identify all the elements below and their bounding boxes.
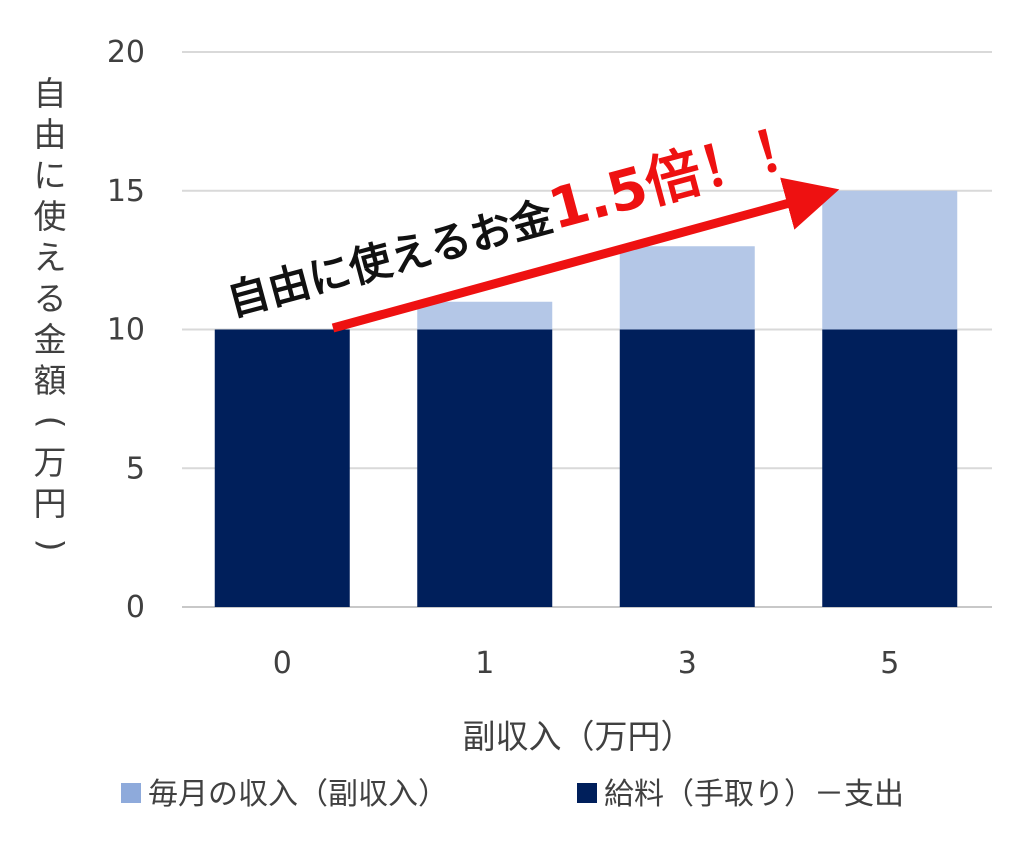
bar-salary-0 bbox=[214, 329, 350, 607]
x-tick-labels: 0 1 3 5 bbox=[273, 646, 900, 681]
x-tick-label: 5 bbox=[880, 646, 899, 681]
y-axis-title-char: ) bbox=[32, 539, 71, 552]
bar-salary-5 bbox=[822, 329, 958, 607]
y-axis-title-char: 額 bbox=[34, 361, 67, 400]
y-tick-label: 15 bbox=[107, 174, 145, 209]
y-axis-title-char: に bbox=[34, 156, 67, 195]
y-axis-title-char: 万 bbox=[34, 443, 67, 482]
legend: 毎月の収入（副収入） 給料（手取り）－支出 bbox=[121, 777, 904, 812]
growth-arrow bbox=[331, 177, 840, 333]
x-tick-label: 3 bbox=[678, 646, 697, 681]
legend-swatch-side-income bbox=[121, 783, 141, 803]
y-axis-title-char: 自 bbox=[34, 74, 67, 113]
y-tick-label: 20 bbox=[107, 35, 145, 70]
bar-side-income-1 bbox=[417, 301, 553, 330]
bars bbox=[214, 190, 958, 607]
y-axis-title-char: 円 bbox=[34, 484, 67, 523]
y-tick-label: 5 bbox=[126, 451, 145, 486]
annotation-emphasis: 1.5倍！！ bbox=[542, 111, 817, 243]
y-axis-title-char: え bbox=[34, 238, 67, 277]
y-axis-title-char: 使 bbox=[34, 197, 67, 236]
y-tick-label: 0 bbox=[126, 590, 145, 625]
y-axis-title-char: 金 bbox=[34, 320, 67, 359]
y-axis-title-char: る bbox=[34, 279, 67, 318]
bar-side-income-5 bbox=[822, 190, 958, 330]
legend-label-side-income: 毎月の収入（副収入） bbox=[148, 777, 448, 812]
y-axis-title-char: ( bbox=[32, 416, 71, 429]
x-axis-title: 副収入（万円） bbox=[463, 717, 694, 756]
legend-swatch-salary bbox=[577, 783, 597, 803]
bar-salary-1 bbox=[417, 329, 553, 607]
y-axis-title-char: 由 bbox=[34, 115, 67, 154]
x-tick-label: 1 bbox=[475, 646, 494, 681]
legend-label-salary: 給料（手取り）－支出 bbox=[604, 777, 904, 812]
y-tick-label: 10 bbox=[107, 313, 145, 348]
bar-side-income-3 bbox=[619, 246, 755, 330]
x-tick-label: 0 bbox=[273, 646, 292, 681]
bar-salary-3 bbox=[619, 329, 755, 607]
y-tick-labels: 0 5 10 15 20 bbox=[107, 35, 145, 625]
